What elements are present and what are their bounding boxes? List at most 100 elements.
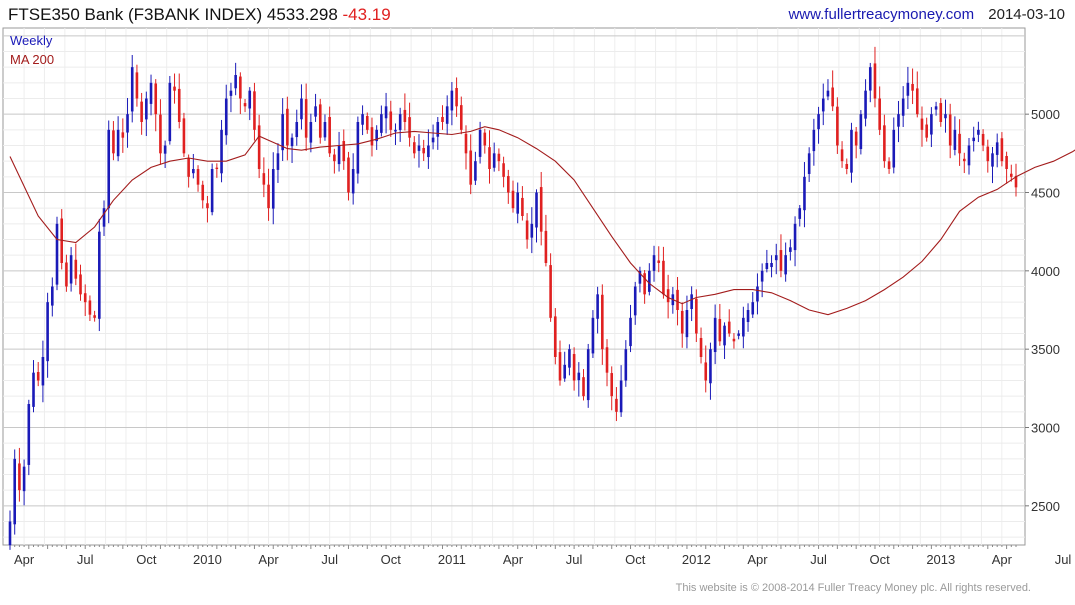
candle-body [140,101,143,122]
candle-body [69,255,73,284]
x-tick-label: Jul [77,552,94,567]
candle-body [79,274,82,295]
candle-body [168,82,172,142]
candle-body [488,147,491,169]
x-tick-label: Jul [566,552,583,567]
x-tick-label: Oct [870,552,891,567]
candle-body [558,352,562,381]
candle-body [793,223,797,251]
y-tick-label: 4000 [1031,264,1060,279]
candle-body [897,114,900,127]
x-tick-label: Apr [992,552,1013,567]
candle-body [704,362,708,381]
candle-body [201,184,205,201]
candle-body [431,137,435,143]
candle-body [817,114,820,130]
candle-body [779,250,783,271]
candle-body [516,192,520,214]
candle-body [159,114,162,154]
candle-body [962,158,966,162]
candle-body [74,259,78,279]
candle-body [920,118,924,130]
x-tick-label: Jul [321,552,338,567]
x-tick-label: 2010 [193,552,222,567]
candle-body [572,354,576,381]
candle-body [41,357,45,386]
candle-body [718,318,722,342]
candle-body [563,364,567,379]
candle-body [384,106,388,119]
candle-body [812,129,816,152]
candle-body [770,263,773,268]
candle-body [88,300,92,315]
candle-body [972,137,975,142]
candle-body [868,67,872,91]
candle-body [304,99,308,138]
candle-body [591,317,595,354]
candle-body [464,133,468,154]
candle-body [732,338,736,342]
chart-title: FTSE350 Bank (F3BANK INDEX) [8,5,263,24]
candle-body [991,153,994,167]
y-tick-label: 2500 [1031,499,1060,514]
ma-200-line [9,126,1075,316]
candle-body [511,190,515,209]
candle-body [727,321,731,334]
candle-body [756,286,759,302]
candle-body [98,231,101,319]
candle-body [135,72,139,99]
candle-body [36,372,40,381]
candle-body [422,147,425,154]
candle-body [652,255,656,271]
candle-body [774,255,778,261]
x-tick-label: Apr [14,552,35,567]
candle-body [318,104,322,138]
candle-body [549,265,552,318]
candle-body [831,87,834,107]
candle-body [375,129,378,142]
candle-body [765,263,769,270]
x-tick-label: Jul [810,552,827,567]
candle-body [930,114,933,135]
candle-body [342,141,346,162]
candle-body [742,317,745,337]
header-right: www.fullertreacymoney.com 2014-03-10 [788,6,1065,23]
candle-body [506,176,510,193]
candle-body [836,106,839,146]
candle-body [403,109,407,122]
candle-body [568,349,571,368]
candle-body [948,114,952,146]
x-tick-label: Oct [381,552,402,567]
candle-body [737,333,740,336]
website-link[interactable]: www.fullertreacymoney.com [788,6,975,23]
candle-body [351,169,355,194]
candle-body [18,463,21,491]
candle-body [417,145,421,151]
candle-body [944,114,947,119]
candle-body [666,289,670,303]
candle-body [478,129,482,157]
candle-body [380,114,383,133]
candle-body [915,88,919,115]
candle-body [173,86,176,91]
candle-body [257,125,261,169]
candle-body [544,230,548,263]
candle-body [892,129,896,168]
candle-body [535,192,538,228]
candle-body [389,111,393,130]
candle-body [1014,175,1018,188]
candle-body [192,169,195,174]
candle-body [821,98,825,112]
candle-body [116,129,120,157]
y-tick-label: 3000 [1031,421,1060,436]
candle-body [850,129,853,173]
candle-body [619,380,623,413]
candle-body [436,122,440,137]
candle-body [337,145,341,165]
candle-body [248,90,252,109]
candle-body [215,167,219,169]
candle-body [784,255,787,275]
candle-body [253,91,256,130]
candle-body [723,325,726,346]
